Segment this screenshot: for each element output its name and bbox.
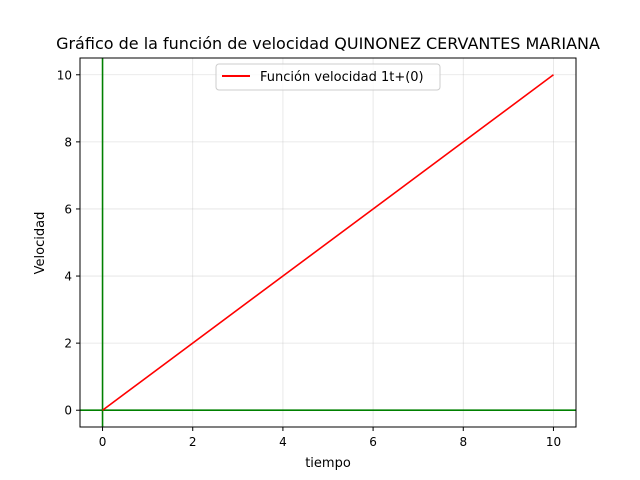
zero-reference-lines <box>80 58 576 427</box>
y-tick-label: 0 <box>64 404 72 418</box>
y-tick-label: 8 <box>64 135 72 149</box>
y-tick-label: 4 <box>64 270 72 284</box>
x-tick-label: 4 <box>279 435 287 449</box>
legend: Función velocidad 1t+(0) <box>215 63 441 91</box>
y-tick-label: 6 <box>64 202 72 216</box>
x-tick-label: 2 <box>189 435 197 449</box>
x-tick-label: 10 <box>546 435 561 449</box>
y-tick-label: 2 <box>64 337 72 351</box>
series-line-0 <box>102 74 554 411</box>
legend-label: Función velocidad 1t+(0) <box>260 70 424 85</box>
x-tick-label: 0 <box>99 435 107 449</box>
x-axis-ticks: 0 2 4 6 8 10 <box>99 427 561 449</box>
plot-frame <box>79 57 577 428</box>
plot-area <box>79 57 577 428</box>
y-axis-ticks: 0 2 4 6 8 10 <box>57 68 80 418</box>
y-tick-label: 10 <box>57 68 72 82</box>
chart-title: Gráfico de la función de velocidad QUINO… <box>56 34 600 53</box>
x-axis-label: tiempo <box>305 456 351 471</box>
y-axis-label: Velocidad <box>33 212 48 275</box>
x-tick-label: 8 <box>459 435 467 449</box>
series-layer <box>102 74 554 411</box>
legend-box <box>215 63 441 91</box>
x-tick-label: 6 <box>369 435 377 449</box>
